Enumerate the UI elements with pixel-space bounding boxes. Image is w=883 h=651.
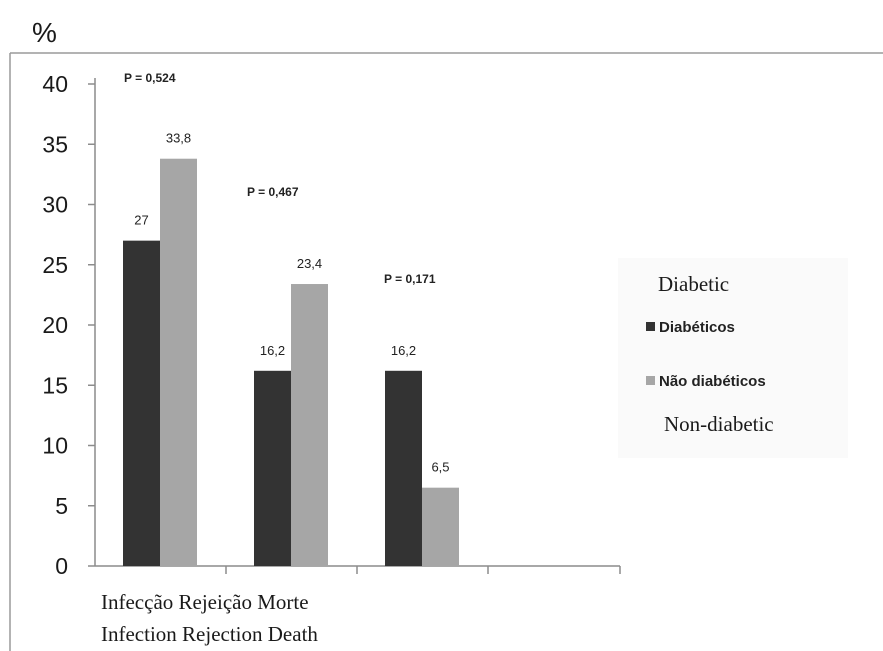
bars: 27 16,2 16,2 33,8 23,4 6,5 [123,131,459,566]
bar-diabeticos [385,370,422,566]
category-caption-english: Infection Rejection Death [101,622,318,646]
bar-diabeticos [254,370,291,566]
y-tick-label: 35 [42,131,68,157]
p-value-label: P = 0,524 [124,71,176,85]
data-label: 16,2 [260,343,285,358]
data-label: 27 [134,213,148,228]
y-tick-label: 0 [55,553,68,579]
legend-label-nao-diabeticos: Não diabéticos [659,373,766,390]
data-label: 23,4 [297,256,322,271]
bar-nao-diabeticos [160,158,197,566]
y-unit-label: % [32,17,57,48]
y-tick-label: 20 [42,312,68,338]
p-value-label: P = 0,467 [247,185,299,199]
y-axis: 0 5 10 15 20 25 30 35 40 [42,71,96,579]
x-axis [95,565,621,574]
legend-swatch-nao-diabeticos [646,376,655,385]
legend-translation-non-diabetic: Non-diabetic [664,412,774,436]
y-tick-label: 10 [42,433,68,459]
legend: Diabetic Diabéticos Não diabéticos Non-d… [618,258,848,458]
legend-panel [618,258,848,458]
legend-label-diabeticos: Diabéticos [659,319,735,336]
bar-nao-diabeticos [422,487,459,566]
category-caption-portuguese: Infecção Rejeição Morte [101,590,309,614]
p-value-label: P = 0,171 [384,272,436,286]
bar-nao-diabeticos [291,284,328,566]
legend-translation-diabetic: Diabetic [658,272,729,296]
legend-swatch-diabeticos [646,322,655,331]
chart-frame [9,52,883,651]
data-label: 6,5 [431,460,449,475]
y-tick-label: 25 [42,252,68,278]
y-tick-label: 5 [55,493,68,519]
data-label: 16,2 [391,343,416,358]
data-label: 33,8 [166,131,191,146]
y-tick-label: 30 [42,192,68,218]
y-tick-label: 40 [42,71,68,97]
bar-diabeticos [123,240,160,566]
y-tick-label: 15 [42,372,68,398]
p-values: P = 0,524 P = 0,467 P = 0,171 [124,71,436,286]
